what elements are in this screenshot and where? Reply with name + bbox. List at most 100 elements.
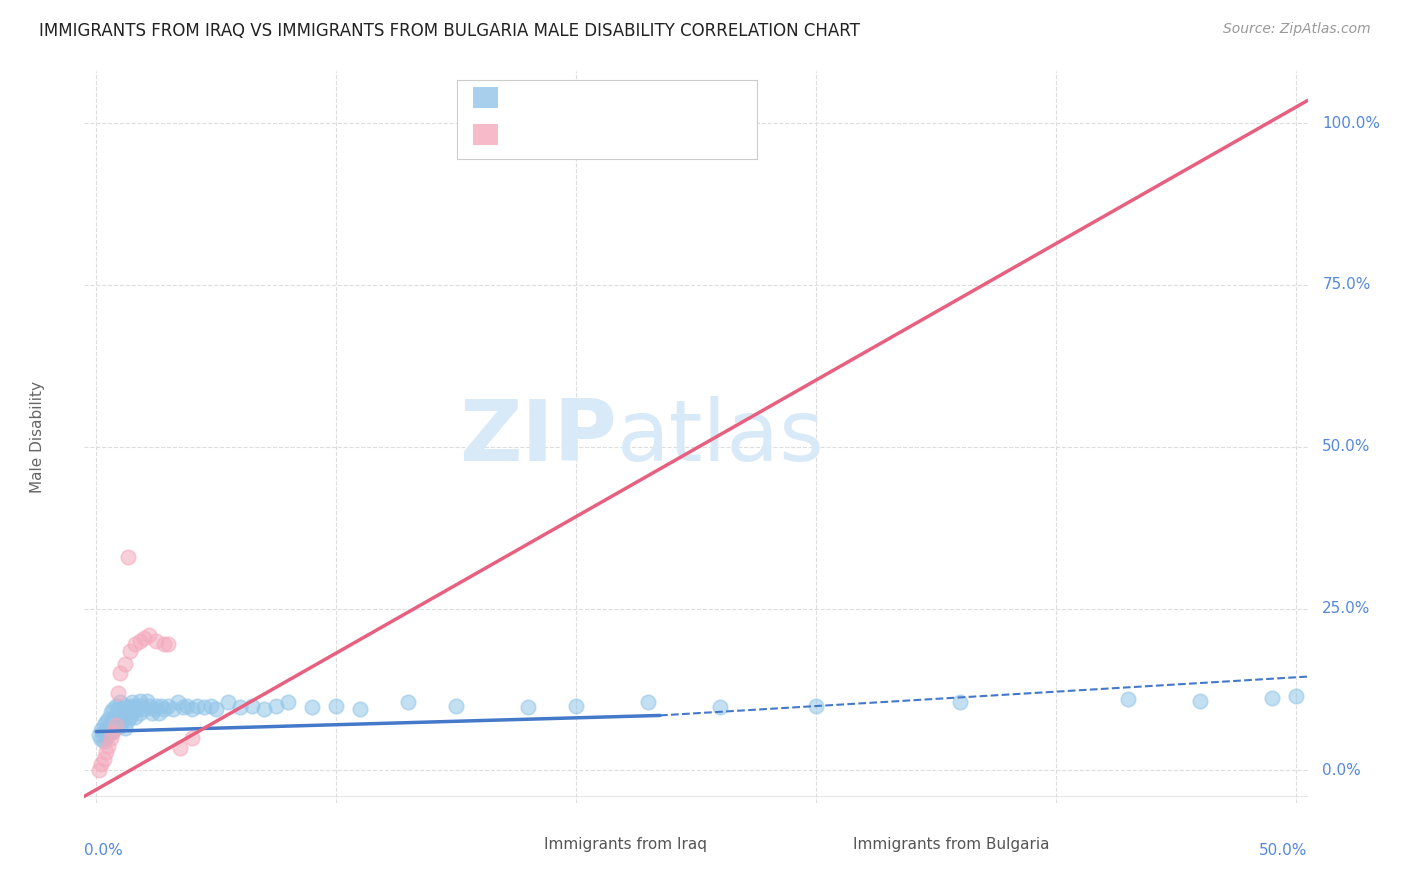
- Point: [100, 705, 122, 719]
- Point: [117, 549, 139, 564]
- Point: [117, 713, 139, 727]
- Point: [110, 666, 132, 681]
- Point: [93, 734, 115, 748]
- Text: R =: R =: [505, 90, 538, 105]
- Point: [142, 702, 165, 716]
- Point: [565, 698, 588, 713]
- Point: [240, 698, 263, 713]
- Point: [162, 702, 184, 716]
- Point: [145, 698, 167, 713]
- Point: [114, 657, 136, 671]
- Point: [135, 693, 157, 707]
- Point: [277, 696, 299, 710]
- Point: [101, 724, 124, 739]
- Point: [1188, 693, 1211, 707]
- Point: [349, 702, 371, 716]
- Text: R =: R =: [505, 127, 538, 142]
- Text: Male Disability: Male Disability: [31, 381, 45, 493]
- Point: [124, 698, 146, 713]
- Point: [186, 698, 208, 713]
- Point: [107, 702, 129, 716]
- Point: [97, 722, 120, 736]
- Point: [87, 764, 110, 778]
- Point: [104, 719, 127, 733]
- Text: ZIP: ZIP: [458, 395, 616, 479]
- Text: 50.0%: 50.0%: [1260, 843, 1308, 858]
- Point: [444, 698, 467, 713]
- Point: [134, 702, 156, 716]
- Point: [100, 724, 122, 739]
- Point: [117, 702, 139, 716]
- Point: [148, 706, 170, 721]
- Point: [229, 700, 252, 714]
- Point: [110, 708, 132, 723]
- Point: [93, 726, 115, 740]
- Point: [181, 702, 204, 716]
- Point: [104, 718, 127, 732]
- Point: [124, 710, 146, 724]
- Point: [138, 698, 160, 713]
- Point: [264, 698, 287, 713]
- Point: [100, 731, 122, 745]
- Point: [325, 698, 347, 713]
- Point: [217, 696, 239, 710]
- Point: [150, 698, 173, 713]
- Point: [121, 706, 143, 721]
- Point: [1116, 692, 1139, 706]
- Bar: [474, 87, 498, 108]
- Point: [87, 728, 110, 742]
- Point: [93, 718, 115, 732]
- Point: [111, 713, 134, 727]
- Point: [94, 731, 117, 745]
- Text: IMMIGRANTS FROM IRAQ VS IMMIGRANTS FROM BULGARIA MALE DISABILITY CORRELATION CHA: IMMIGRANTS FROM IRAQ VS IMMIGRANTS FROM …: [39, 22, 860, 40]
- Point: [111, 702, 134, 716]
- Text: 83: 83: [626, 90, 647, 105]
- Point: [1260, 690, 1282, 705]
- Point: [97, 739, 120, 753]
- Text: 50.0%: 50.0%: [1322, 439, 1371, 454]
- Point: [517, 700, 540, 714]
- Point: [138, 627, 160, 641]
- Point: [157, 698, 180, 713]
- Text: 0.970: 0.970: [534, 127, 582, 142]
- Point: [100, 716, 122, 731]
- Point: [181, 731, 204, 745]
- Point: [637, 696, 659, 710]
- Point: [94, 745, 117, 759]
- Point: [709, 700, 731, 714]
- Text: Immigrants from Bulgaria: Immigrants from Bulgaria: [852, 837, 1049, 852]
- Point: [94, 723, 117, 738]
- Point: [949, 696, 972, 710]
- Point: [107, 686, 129, 700]
- Point: [127, 702, 149, 716]
- Point: [107, 716, 129, 731]
- Point: [131, 698, 153, 713]
- Bar: [510, 833, 537, 855]
- Point: [94, 714, 117, 729]
- Point: [134, 631, 156, 645]
- Point: [172, 700, 194, 714]
- Point: [90, 756, 112, 771]
- Point: [152, 637, 174, 651]
- Text: 21: 21: [626, 127, 647, 142]
- Point: [97, 728, 120, 742]
- Point: [128, 693, 150, 707]
- Point: [93, 752, 115, 766]
- Point: [90, 732, 112, 747]
- Text: N =: N =: [592, 127, 621, 142]
- Point: [118, 643, 141, 657]
- Text: 100.0%: 100.0%: [1322, 116, 1381, 130]
- Text: 25.0%: 25.0%: [1322, 601, 1371, 616]
- Text: Source: ZipAtlas.com: Source: ZipAtlas.com: [1223, 22, 1371, 37]
- Text: 0.139: 0.139: [534, 90, 582, 105]
- Text: 0.0%: 0.0%: [84, 843, 124, 858]
- Point: [101, 713, 124, 727]
- Point: [804, 698, 827, 713]
- Point: [157, 637, 180, 651]
- Point: [114, 708, 136, 723]
- Point: [152, 702, 174, 716]
- Point: [396, 696, 419, 710]
- Point: [141, 706, 163, 721]
- Point: [90, 723, 112, 738]
- Point: [114, 722, 136, 736]
